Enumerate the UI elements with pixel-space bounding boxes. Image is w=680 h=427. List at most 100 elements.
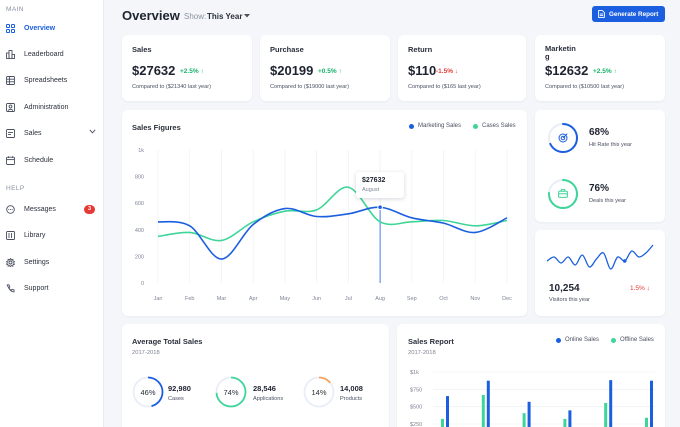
- cases-number: 92,980: [168, 384, 191, 393]
- bar-offline-sales: [604, 402, 608, 427]
- y-tick-label: 600: [135, 201, 144, 207]
- target-icon: [558, 133, 568, 143]
- sales-figures-chart[interactable]: Jan Feb Mar Apr May Jun Jul Aug Sep Oct Nov Dec 0 200…: [122, 110, 527, 316]
- y-tick-label: 200: [135, 254, 144, 260]
- bar-offline-sales: [441, 418, 444, 427]
- y-tick-label: $750: [410, 387, 422, 393]
- sales-figures-card: Sales Figures Marketing Sales Cases Sale…: [122, 110, 527, 316]
- bar-offline-sales: [481, 394, 485, 427]
- x-tick-label: Mar: [217, 296, 227, 302]
- legend-marketing-sales[interactable]: Marketing Sales: [409, 123, 461, 129]
- legend-dot: [409, 123, 414, 129]
- sidebar-item-sales[interactable]: Sales: [0, 124, 104, 142]
- x-tick-label: Oct: [439, 296, 448, 302]
- legend-cases-sales[interactable]: Cases Sales: [473, 123, 516, 129]
- sidebar-item-schedule[interactable]: Schedule: [0, 151, 104, 169]
- arrow-down-icon: ↓: [454, 68, 459, 75]
- legend-dot: [556, 337, 561, 343]
- sidebar-item-label: Support: [24, 284, 49, 292]
- phone-icon: [6, 283, 15, 293]
- sidebar-item-settings[interactable]: Settings: [0, 253, 104, 271]
- stat-title: Purchase: [270, 45, 304, 54]
- visitors-label: Visitors this year: [549, 297, 590, 303]
- library-icon: [6, 230, 15, 240]
- x-tick-label: Aug: [375, 296, 385, 302]
- chevron-down-icon[interactable]: [89, 129, 96, 134]
- arrow-down-icon: ↓: [646, 285, 650, 292]
- calendar-icon: [6, 155, 15, 165]
- generate-report-button[interactable]: Generate Report: [592, 6, 665, 22]
- visitors-sparkline: [546, 244, 654, 270]
- series-line-marketing-sales: [157, 206, 508, 260]
- bar-online-sales: [527, 401, 531, 427]
- sidebar-item-support[interactable]: Support: [0, 279, 104, 297]
- caret-down-icon[interactable]: [244, 14, 250, 18]
- legend-dot: [611, 337, 616, 343]
- messages-badge: 3: [84, 204, 95, 214]
- visitors-card: 10,254 Visitors this year 1.5% ↓: [535, 230, 665, 316]
- average-total-sales-card: Average Total Sales 2017-2018 46% 92,980…: [122, 324, 389, 427]
- sidebar: MAIN Overview Leaderboard Spreadsheets A…: [0, 0, 104, 427]
- stat-card-sales: Sales $27632 +2.5% ↑ Compared to ($21340…: [122, 35, 252, 101]
- arrow-up-icon: ↑: [200, 68, 204, 75]
- deals-label: Deals this year: [589, 198, 626, 204]
- hit-rate-label: Hit Rate this year: [589, 142, 632, 148]
- sales-report-card: Sales Report 2017-2018 Online Sales Offl…: [397, 324, 665, 427]
- stat-title: Marketin g: [545, 44, 576, 61]
- products-ring: [303, 376, 335, 408]
- leaderboard-icon: [6, 49, 15, 59]
- legend-online-sales[interactable]: Online Sales: [556, 337, 599, 343]
- sales-report-title: Sales Report: [408, 337, 454, 346]
- sparkline-point: [622, 259, 627, 263]
- series-line-cases-sales: [157, 186, 508, 242]
- legend-label: Cases Sales: [482, 123, 516, 129]
- x-tick-label: Sep: [407, 296, 417, 302]
- show-filter-select[interactable]: This Year: [207, 12, 243, 21]
- x-tick-label: Feb: [185, 296, 194, 302]
- stat-value: $110: [408, 63, 437, 78]
- sidebar-item-label: Administration: [24, 103, 69, 111]
- y-tick-label: 1k: [138, 148, 144, 154]
- sales-report-chart[interactable]: $1k $750 $500 $250: [397, 324, 665, 427]
- sidebar-item-label: Messages: [24, 205, 56, 213]
- sidebar-item-spreadsheets[interactable]: Spreadsheets: [0, 71, 104, 89]
- stat-change: +2.5% ↑: [180, 68, 204, 75]
- legend-label: Marketing Sales: [418, 123, 462, 129]
- spreadsheet-icon: [6, 75, 15, 85]
- stat-change: +0.5% ↑: [318, 68, 342, 75]
- cases-label: Cases: [168, 396, 184, 402]
- stat-title: Return: [408, 45, 433, 54]
- bar-offline-sales: [563, 418, 567, 427]
- sidebar-item-leaderboard[interactable]: Leaderboard: [0, 45, 104, 63]
- x-tick-label: Dec: [502, 296, 512, 302]
- sidebar-item-administration[interactable]: Administration: [0, 98, 104, 116]
- average-sales-title: Average Total Sales: [132, 337, 203, 346]
- legend-offline-sales[interactable]: Offline Sales: [611, 337, 654, 343]
- y-tick-label: $250: [410, 422, 422, 427]
- cases-ring: [132, 376, 164, 408]
- sidebar-item-library[interactable]: Library: [0, 226, 104, 244]
- stat-compare: Compared to ($21340 last year): [132, 84, 211, 90]
- bar-online-sales: [486, 380, 490, 427]
- highlight-point[interactable]: [377, 204, 383, 210]
- bar-offline-sales: [522, 413, 526, 427]
- visitors-value: 10,254: [549, 283, 580, 294]
- document-icon: [598, 10, 605, 18]
- products-percent: 14%: [311, 388, 327, 397]
- stat-card-purchase: Purchase $20199 +0.5% ↑ Compared to ($19…: [260, 35, 390, 101]
- stat-change: -1.5% ↓: [436, 68, 459, 75]
- sidebar-item-overview[interactable]: Overview: [0, 19, 104, 37]
- y-tick-label: $1k: [410, 370, 419, 376]
- stat-card-return: Return $110 -1.5% ↓ Compared to ($165 la…: [398, 35, 526, 101]
- stat-compare: Compared to ($19000 last year): [270, 84, 349, 90]
- sidebar-item-messages[interactable]: Messages 3: [0, 200, 104, 218]
- sales-icon: [6, 128, 15, 138]
- x-tick-label: May: [280, 296, 291, 302]
- grid-icon: [6, 23, 15, 33]
- cases-percent: 46%: [140, 388, 156, 397]
- deals-value: 76%: [589, 183, 610, 194]
- arrow-up-icon: ↑: [338, 68, 342, 75]
- applications-ring: [215, 376, 247, 408]
- sidebar-item-label: Settings: [24, 258, 50, 266]
- stat-value: $20199: [270, 63, 314, 78]
